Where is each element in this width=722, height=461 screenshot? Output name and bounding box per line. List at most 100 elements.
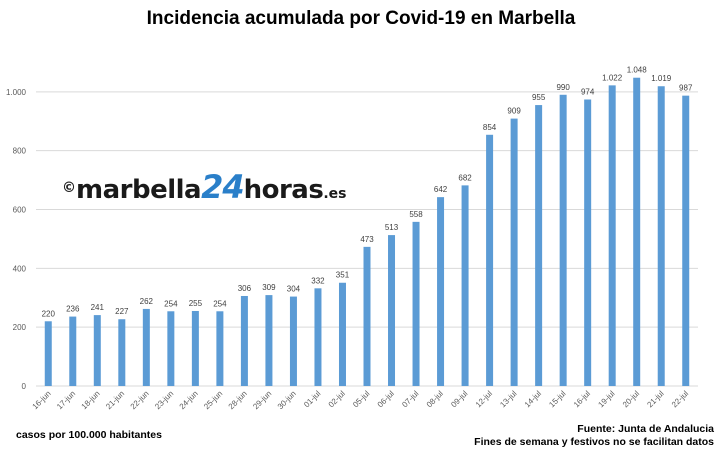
bar	[461, 185, 469, 386]
bar	[510, 118, 518, 386]
data-label: 332	[311, 276, 325, 285]
bar	[216, 311, 224, 386]
x-tick-label: 16-jul	[572, 389, 592, 409]
bar	[191, 310, 199, 386]
bar	[338, 282, 346, 386]
x-tick-label: 08-jul	[425, 389, 445, 409]
bar	[142, 308, 150, 386]
data-label: 262	[140, 297, 154, 306]
bar	[240, 295, 248, 386]
data-label: 351	[336, 271, 350, 280]
bar	[265, 295, 273, 386]
data-label: 513	[385, 223, 399, 232]
bar	[167, 311, 175, 386]
bar	[118, 319, 126, 386]
logo-brand: marbella	[76, 175, 202, 205]
bar	[69, 316, 77, 386]
x-tick-label: 25-jun	[202, 389, 224, 411]
source-note: Fuente: Junta de Andalucia	[577, 423, 714, 435]
x-tick-label: 15-jul	[547, 389, 567, 409]
x-tick-label: 30-jun	[276, 389, 298, 411]
data-label: 227	[115, 307, 129, 316]
bar	[412, 221, 420, 386]
data-label: 1.048	[627, 66, 648, 75]
data-label: 1.019	[651, 74, 672, 83]
x-tick-label: 02-jul	[327, 389, 347, 409]
x-tick-label: 12-jul	[474, 389, 494, 409]
data-label: 220	[42, 309, 56, 318]
chart-title: Incidencia acumulada por Covid-19 en Mar…	[146, 8, 576, 29]
x-tick-label: 13-jul	[498, 389, 518, 409]
bar	[559, 94, 567, 387]
data-label: 682	[458, 173, 472, 182]
data-label: 255	[189, 299, 203, 308]
bar	[633, 77, 641, 387]
bar	[363, 246, 371, 386]
logo-number: 24	[201, 168, 245, 206]
data-label: 254	[213, 299, 227, 308]
data-label: 854	[483, 123, 497, 132]
x-tick-label: 20-jul	[621, 389, 641, 409]
bar	[289, 296, 297, 386]
x-axis-ticks: 16-jun 17-jun 18-jun 21-jun 22-jun 23-jun 24-j…	[31, 389, 691, 411]
unit-note: casos por 100.000 habitantes	[16, 429, 162, 441]
bar	[657, 86, 665, 386]
x-tick-label: 07-jul	[400, 389, 420, 409]
x-tick-label: 16-jun	[31, 389, 53, 411]
data-label: 473	[360, 235, 374, 244]
bar	[388, 235, 396, 386]
bar	[535, 105, 543, 386]
data-label: 642	[434, 185, 448, 194]
data-label: 236	[66, 305, 80, 314]
y-tick-label: 400	[13, 264, 27, 273]
bar	[584, 99, 592, 387]
x-tick-label: 01-jul	[302, 389, 322, 409]
data-label: 241	[91, 303, 105, 312]
disclaimer-note: Fines de semana y festivos no se facilit…	[474, 436, 714, 448]
data-label: 254	[164, 299, 178, 308]
logo-word: horas	[243, 175, 324, 205]
y-tick-label: 200	[13, 323, 27, 332]
bar	[314, 288, 322, 386]
data-label: 955	[532, 93, 546, 102]
x-tick-label: 23-jun	[153, 389, 175, 411]
bar	[437, 197, 445, 386]
bars	[44, 77, 690, 387]
bar	[608, 85, 616, 386]
y-tick-label: 600	[13, 206, 27, 215]
y-tick-label: 0	[22, 382, 27, 391]
watermark-logo: ©marbella24horas.es	[62, 168, 346, 206]
copyright-symbol: ©	[62, 180, 76, 196]
data-label: 987	[679, 84, 693, 93]
x-tick-label: 18-jun	[80, 389, 102, 411]
x-tick-label: 14-jul	[523, 389, 543, 409]
data-label: 974	[581, 87, 595, 96]
x-tick-label: 19-jul	[596, 389, 616, 409]
x-tick-label: 22-jul	[670, 389, 690, 409]
bar	[93, 315, 101, 386]
x-tick-label: 17-jun	[55, 389, 77, 411]
x-tick-label: 22-jun	[129, 389, 151, 411]
x-tick-label: 05-jul	[351, 389, 371, 409]
y-tick-label: 1.000	[6, 88, 27, 97]
logo-tld: .es	[323, 186, 347, 202]
data-labels: 220 236 241 227 262 254 255 254 306 309 304 332 351 4…	[42, 66, 693, 319]
data-label: 306	[238, 284, 252, 293]
bar	[44, 321, 52, 386]
y-tick-label: 800	[13, 147, 27, 156]
data-label: 909	[507, 107, 521, 116]
bar	[486, 134, 494, 386]
x-tick-label: 06-jul	[376, 389, 396, 409]
x-tick-label: 09-jul	[449, 389, 469, 409]
y-axis-ticks: 0 200 400 600 800 1.000	[6, 88, 27, 391]
x-tick-label: 28-jun	[227, 389, 249, 411]
x-tick-label: 21-jun	[104, 389, 126, 411]
data-label: 990	[556, 83, 570, 92]
x-tick-label: 29-jun	[251, 389, 273, 411]
data-label: 304	[287, 285, 301, 294]
bar	[682, 95, 690, 386]
data-label: 309	[262, 283, 276, 292]
x-tick-label: 24-jun	[178, 389, 200, 411]
data-label: 558	[409, 210, 423, 219]
